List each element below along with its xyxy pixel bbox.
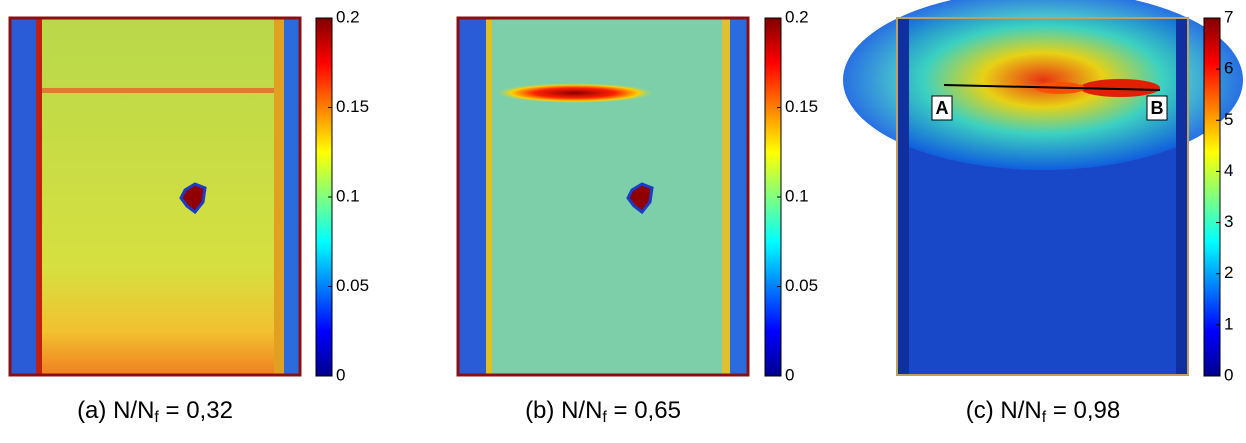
caption-suffix: = 0,32 (159, 397, 233, 424)
colorbar-tick-label: 0.2 (785, 7, 809, 26)
colorbar-tick-label: 0.15 (785, 97, 818, 116)
colorbar-tick-label: 0 (785, 365, 794, 384)
caption-prefix: (b) N/N (525, 397, 602, 424)
caption-sub: f (602, 409, 607, 426)
caption-suffix: = 0,65 (607, 397, 681, 424)
colorbar-tick-label: 0.05 (785, 276, 818, 295)
heatmap-b (456, 16, 750, 377)
caption: (b) N/Nf = 0,65 (525, 397, 681, 426)
colorbar-tick-label: 3 (1224, 212, 1233, 231)
point-label: B (1151, 98, 1164, 118)
colorbar-tick-label: 0.1 (785, 186, 809, 205)
colorbar-tick-label: 0.2 (336, 7, 360, 26)
colorbar-tick-label: 4 (1224, 161, 1233, 180)
caption-sub: f (1042, 409, 1047, 426)
colorbar-tick-label: 7 (1224, 7, 1233, 26)
colorbar-tick-label: 5 (1224, 110, 1233, 129)
caption: (a) N/Nf = 0,32 (77, 397, 233, 426)
caption: (c) N/Nf = 0,98 (966, 397, 1121, 426)
point-label-box (1146, 95, 1168, 121)
colorbar-tick-label: 0.1 (336, 186, 360, 205)
colorbar-tick-label: 1 (1224, 314, 1233, 333)
colorbar-tick-label: 0.15 (336, 97, 369, 116)
caption-prefix: (c) N/N (966, 397, 1042, 424)
colorbar-tick-label: 2 (1224, 263, 1233, 282)
caption-sub: f (154, 409, 159, 426)
caption-prefix: (a) N/N (77, 397, 154, 424)
colorbar-tick-label: 0.05 (336, 276, 369, 295)
heatmap-a (8, 16, 302, 377)
colorbar-tick-label: 6 (1224, 59, 1233, 78)
colorbar-tick-label: 0 (1224, 365, 1233, 384)
point-label: A (936, 98, 949, 118)
colorbar (1203, 17, 1221, 377)
caption-suffix: = 0,98 (1046, 397, 1120, 424)
heatmap-c (843, 0, 1243, 376)
colorbar-tick-label: 0 (336, 365, 345, 384)
point-label-box (931, 95, 953, 121)
